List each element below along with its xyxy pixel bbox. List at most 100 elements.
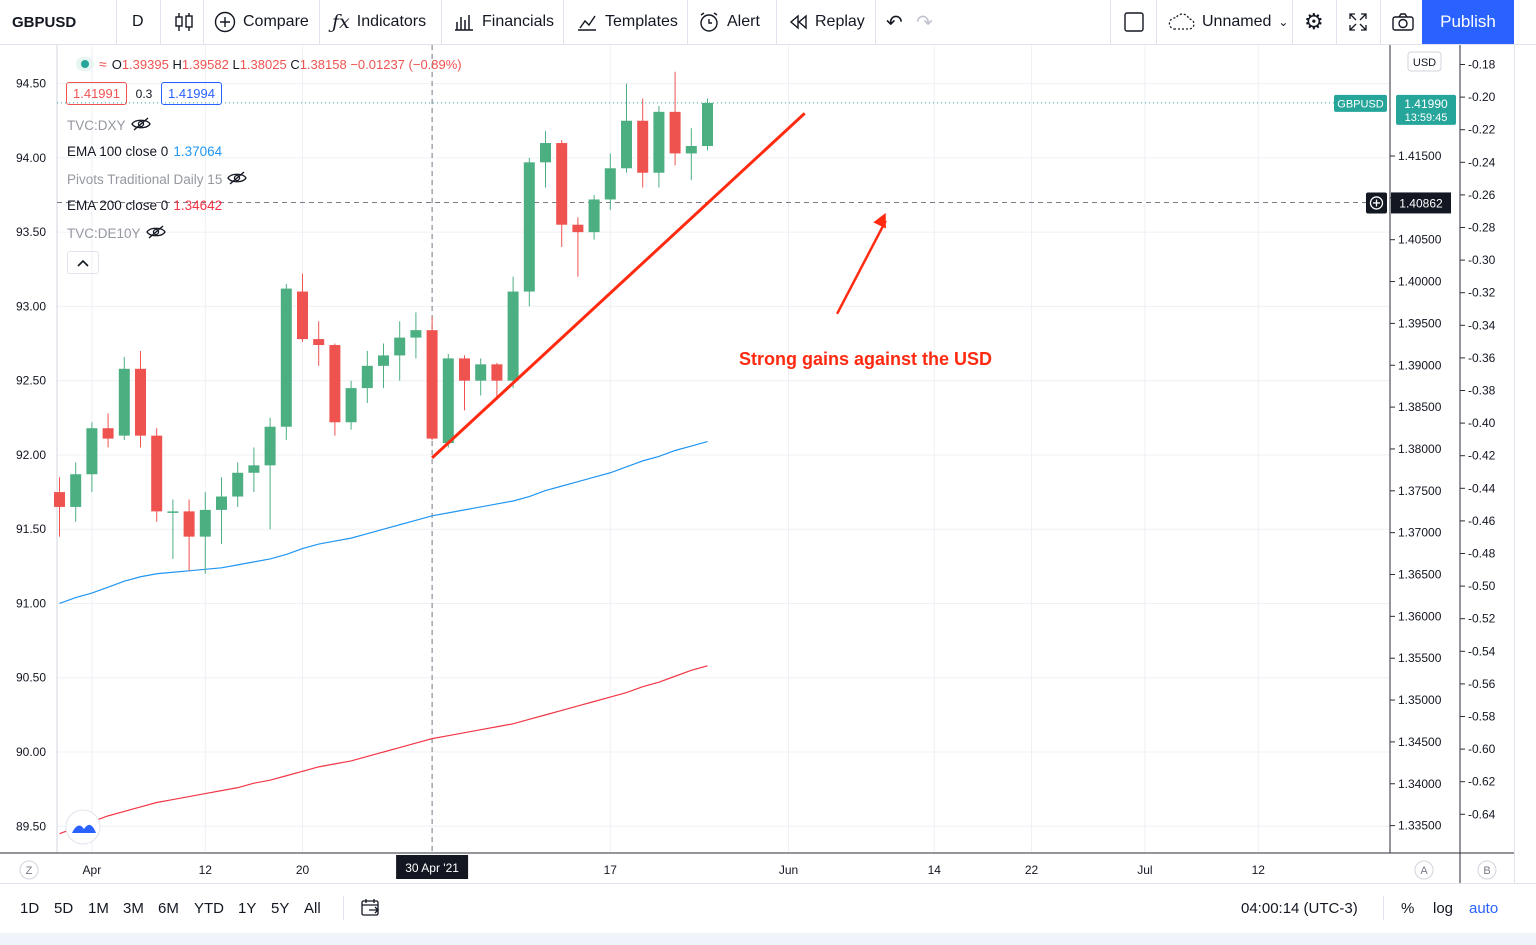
- indicator-ema100[interactable]: EMA 100 close 0 1.37064: [67, 144, 222, 159]
- candle-body: [540, 143, 551, 163]
- right-axis-tick-label: 1.34500: [1398, 735, 1442, 749]
- replay-button[interactable]: Replay: [778, 0, 875, 44]
- indicator-name: TVC:DE10Y: [67, 226, 141, 241]
- far-axis-tick-label: -0.40: [1468, 416, 1496, 430]
- auto-scale-button: A: [1420, 865, 1428, 877]
- undo-button[interactable]: ↶: [876, 0, 913, 44]
- eye-hidden-icon[interactable]: [227, 171, 248, 188]
- chart-type-button[interactable]: [164, 0, 204, 44]
- far-axis-tick-label: -0.58: [1468, 710, 1496, 724]
- publish-button[interactable]: Publish: [1422, 0, 1514, 44]
- right-axis-tick-label: 1.33500: [1398, 819, 1442, 833]
- candle-body: [394, 337, 406, 356]
- indicators-label: Indicators: [356, 13, 427, 30]
- left-axis-tick-label: 90.00: [16, 745, 46, 759]
- annotation-arrow-head[interactable]: [873, 212, 886, 229]
- templates-button[interactable]: Templates: [566, 0, 688, 44]
- time-axis-tick-label: 14: [928, 863, 942, 877]
- indicator-ema200[interactable]: EMA 200 close 0 1.34642: [67, 198, 222, 213]
- sell-price[interactable]: 1.41991: [66, 82, 127, 105]
- scale-b-button: B: [1483, 865, 1490, 877]
- alert-label: Alert: [727, 13, 760, 30]
- indicator-name: EMA 200 close 0: [67, 198, 169, 213]
- timeframe-all[interactable]: All: [304, 900, 321, 917]
- currency-unit-badge[interactable]: [1407, 51, 1442, 72]
- auto-scale-toggle[interactable]: auto: [1469, 900, 1499, 917]
- clock-timezone[interactable]: 04:00:14 (UTC-3): [1241, 900, 1358, 917]
- log-scale-toggle[interactable]: log: [1433, 900, 1454, 917]
- collapse-legend-button[interactable]: [67, 251, 99, 274]
- trend-line-drawing[interactable]: [431, 112, 806, 460]
- left-axis-tick-label: 93.50: [16, 225, 46, 239]
- timeframe-5y[interactable]: 5Y: [271, 900, 290, 917]
- camera-icon: [1391, 12, 1415, 32]
- percent-scale-toggle[interactable]: %: [1401, 900, 1415, 917]
- date-range-button[interactable]: [360, 898, 382, 922]
- zoom-reset-ring[interactable]: [19, 860, 39, 880]
- plus-circle-icon: [214, 11, 236, 33]
- timeframe-5d[interactable]: 5D: [54, 900, 74, 917]
- candle-body: [297, 291, 308, 340]
- far-axis-tick-label: -0.46: [1468, 514, 1496, 528]
- right-axis-tick-label: 1.38500: [1398, 400, 1442, 414]
- timeframe-1d[interactable]: 1D: [20, 900, 40, 917]
- time-axis-tick-label: 20: [296, 863, 310, 877]
- chart-pane[interactable]: 94.50 94.00 93.50 93.00 92.50 92.00 91.50 91.00…: [0, 45, 1514, 883]
- calendar-icon: [360, 899, 382, 922]
- compare-button[interactable]: Compare: [204, 0, 319, 44]
- right-axis-tick-label: 1.39000: [1398, 358, 1442, 372]
- auto-scale-ring[interactable]: [1414, 860, 1434, 880]
- chevron-down-icon: ⌄: [1278, 15, 1289, 29]
- redo-button[interactable]: ↷: [906, 0, 943, 44]
- settings-button[interactable]: ⚙: [1294, 0, 1334, 44]
- tradingview-logo[interactable]: [65, 809, 101, 845]
- indicators-button[interactable]: ƒx Indicators: [322, 0, 436, 44]
- fullscreen-layout-button[interactable]: [1113, 0, 1155, 44]
- current-symbol-badge: [1334, 94, 1387, 112]
- market-status-dot: [76, 57, 94, 71]
- financials-label: Financials: [482, 13, 555, 30]
- buy-price[interactable]: 1.41994: [161, 82, 222, 105]
- candle-body: [556, 143, 568, 225]
- eye-hidden-icon[interactable]: [130, 117, 151, 134]
- layout-name-button[interactable]: Unnamed ⌄: [1157, 0, 1298, 44]
- indicator-de10y[interactable]: TVC:DE10Y: [67, 225, 166, 242]
- candle-body: [588, 199, 600, 233]
- candle-body: [572, 224, 584, 233]
- eye-hidden-icon[interactable]: [145, 225, 166, 242]
- far-axis-tick-label: -0.54: [1468, 644, 1496, 658]
- timeframe-ytd[interactable]: YTD: [194, 900, 224, 917]
- interval-button[interactable]: D: [122, 0, 154, 44]
- timeframe-1y[interactable]: 1Y: [238, 900, 257, 917]
- alert-button[interactable]: Alert: [688, 0, 770, 44]
- scale-b-ring[interactable]: [1477, 860, 1497, 880]
- candle-body: [523, 162, 535, 292]
- timeframe-1m[interactable]: 1M: [88, 900, 109, 917]
- candle-body: [637, 120, 649, 173]
- far-axis-tick-label: -0.24: [1468, 155, 1496, 169]
- indicator-pivots[interactable]: Pivots Traditional Daily 15: [67, 171, 248, 188]
- timeframe-3m[interactable]: 3M: [123, 900, 144, 917]
- undo-icon: ↶: [886, 11, 903, 34]
- indicator-value: 1.34642: [173, 198, 223, 213]
- right-axis-tick-label: 1.39500: [1398, 316, 1442, 330]
- annotation-arrow-shaft[interactable]: [835, 220, 887, 315]
- right-axis-tick-label: 1.35500: [1398, 651, 1442, 665]
- snapshot-button[interactable]: [1381, 0, 1425, 44]
- candle-body: [685, 146, 697, 154]
- timeframe-6m[interactable]: 6M: [158, 900, 179, 917]
- approx-icon: ≈: [99, 56, 107, 72]
- symbol-search-button[interactable]: GBPUSD: [2, 0, 86, 44]
- candle-body: [345, 388, 357, 423]
- fullscreen-button[interactable]: [1338, 0, 1378, 44]
- candle-body: [199, 509, 211, 537]
- far-axis-tick-label: -0.22: [1468, 123, 1496, 137]
- financials-button[interactable]: Financials: [443, 0, 564, 44]
- candles-icon: [174, 11, 194, 33]
- indicator-dxy[interactable]: TVC:DXY: [67, 117, 151, 134]
- indicator-name: TVC:DXY: [67, 118, 126, 133]
- right-axis-tick-label: 1.38000: [1398, 442, 1442, 456]
- far-axis-tick-label: -0.36: [1468, 351, 1496, 365]
- far-axis-tick-label: -0.60: [1468, 742, 1496, 756]
- left-axis-tick-label: 92.00: [16, 448, 46, 462]
